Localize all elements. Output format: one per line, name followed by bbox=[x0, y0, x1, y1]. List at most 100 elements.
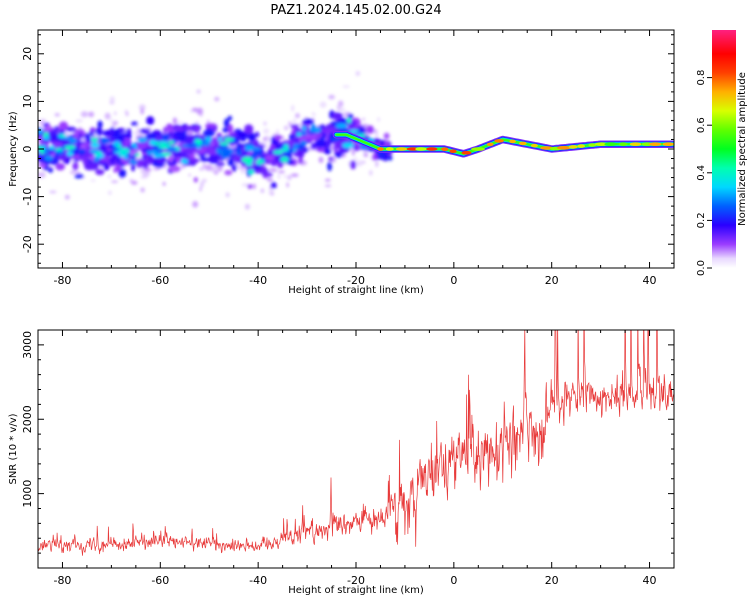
heat-spot bbox=[357, 133, 366, 137]
heat-cell bbox=[316, 133, 323, 138]
heat-cell-faint bbox=[342, 85, 350, 88]
figure-title: PAZ1.2024.145.02.00.G24 bbox=[270, 3, 441, 18]
heat-spot bbox=[64, 145, 76, 150]
x-tick-label: -60 bbox=[151, 274, 169, 287]
heat-cell-faint bbox=[188, 173, 191, 177]
heat-spot bbox=[90, 142, 100, 148]
heat-cell-faint bbox=[287, 174, 292, 181]
heat-cell bbox=[227, 115, 233, 121]
heat-cell bbox=[244, 124, 254, 134]
heat-cell bbox=[200, 156, 210, 162]
heat-cell-faint bbox=[266, 177, 273, 182]
heat-spot bbox=[219, 153, 232, 158]
x-tick-label: -40 bbox=[249, 574, 267, 587]
heatmap-layer bbox=[38, 71, 674, 210]
heat-spot bbox=[118, 153, 127, 157]
heat-cell-faint bbox=[140, 108, 144, 115]
heat-spot bbox=[253, 154, 258, 159]
heat-cell bbox=[224, 170, 233, 176]
heat-spot bbox=[42, 136, 50, 140]
heat-spot bbox=[135, 153, 140, 157]
heat-cell-faint bbox=[375, 160, 379, 168]
heat-cell bbox=[95, 168, 105, 176]
y-tick-label: -20 bbox=[21, 235, 34, 253]
heat-spot bbox=[41, 144, 47, 148]
heat-cell bbox=[130, 149, 139, 155]
heat-cell-faint bbox=[109, 96, 115, 103]
heat-cell-faint bbox=[263, 121, 267, 126]
heat-cell-faint bbox=[324, 184, 332, 187]
heat-cell-faint bbox=[216, 165, 223, 172]
heat-spot bbox=[311, 123, 316, 130]
heat-spot bbox=[215, 147, 222, 154]
heat-cell-faint bbox=[277, 173, 281, 180]
heat-cell bbox=[277, 162, 284, 169]
heat-cell bbox=[148, 155, 154, 163]
heat-spot bbox=[224, 137, 235, 142]
heat-spot bbox=[252, 147, 262, 151]
heat-cell-faint bbox=[375, 133, 378, 137]
heat-cell bbox=[52, 140, 63, 148]
heat-cell bbox=[222, 127, 229, 133]
heat-spot bbox=[99, 137, 111, 144]
heat-cell bbox=[58, 121, 69, 131]
heat-cell-faint bbox=[369, 170, 373, 176]
heat-spot bbox=[196, 139, 202, 146]
heat-cell-faint bbox=[207, 119, 210, 124]
heat-cell bbox=[202, 129, 215, 137]
heat-spot bbox=[146, 150, 154, 155]
heat-spot bbox=[244, 145, 255, 152]
heat-spot bbox=[241, 156, 253, 163]
heat-cell bbox=[366, 125, 374, 134]
heat-cell-faint bbox=[129, 179, 134, 182]
heat-spot bbox=[44, 155, 54, 161]
heat-spot bbox=[90, 137, 99, 143]
heat-cell bbox=[328, 127, 335, 134]
heat-spot bbox=[335, 123, 348, 129]
ridge-hot bbox=[588, 143, 597, 147]
heat-cell-faint bbox=[286, 182, 289, 188]
heat-cell bbox=[55, 163, 65, 171]
ridge-hot bbox=[518, 141, 527, 146]
heat-cell-faint bbox=[293, 118, 296, 125]
y-tick-label: 20 bbox=[21, 47, 34, 61]
heat-cell bbox=[227, 124, 234, 134]
heat-spot bbox=[349, 129, 360, 133]
heat-cell-faint bbox=[140, 187, 145, 193]
y-tick-label: 1000 bbox=[21, 480, 34, 508]
heat-spot bbox=[222, 155, 227, 159]
heat-cell bbox=[109, 156, 116, 165]
heat-cell bbox=[54, 125, 59, 132]
heat-spot bbox=[161, 133, 171, 141]
heat-cell-faint bbox=[192, 201, 199, 208]
y-tick-label: 2000 bbox=[21, 405, 34, 433]
heat-cell-faint bbox=[130, 180, 138, 185]
heat-cell-faint bbox=[40, 171, 46, 178]
heat-cell bbox=[166, 123, 173, 130]
colorbar-tick-label: 0.6 bbox=[696, 117, 707, 133]
heat-cell bbox=[72, 161, 79, 171]
heat-cell-faint bbox=[186, 129, 194, 137]
heat-cell-faint bbox=[270, 192, 274, 196]
heat-cell bbox=[327, 161, 332, 172]
spectrogram-xlabel: Height of straight line (km) bbox=[288, 285, 424, 296]
heat-cell bbox=[332, 112, 343, 121]
heat-cell bbox=[323, 148, 332, 155]
heat-spot bbox=[131, 146, 136, 150]
heat-cell-faint bbox=[176, 121, 184, 124]
heat-cell-faint bbox=[324, 178, 331, 182]
heat-spot bbox=[116, 144, 122, 149]
ridge-hot bbox=[395, 147, 408, 151]
y-tick-label: 10 bbox=[21, 94, 34, 108]
heat-cell bbox=[65, 126, 77, 132]
heat-spot bbox=[296, 132, 302, 137]
ridge-hot bbox=[594, 142, 608, 146]
heat-cell bbox=[302, 118, 315, 125]
heat-cell-faint bbox=[205, 164, 213, 171]
ridge-hot bbox=[662, 142, 674, 146]
heat-cell bbox=[231, 163, 237, 172]
heat-cell-faint bbox=[114, 111, 117, 116]
heat-cell bbox=[189, 157, 200, 164]
heat-cell-faint bbox=[107, 175, 112, 178]
